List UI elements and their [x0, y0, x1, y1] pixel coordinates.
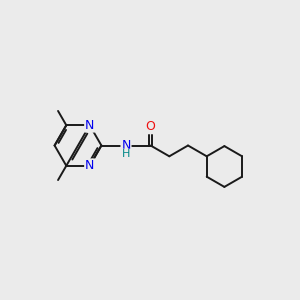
Text: N: N [85, 119, 94, 132]
Text: N: N [85, 159, 94, 172]
Text: H: H [122, 149, 130, 160]
Text: N: N [121, 139, 131, 152]
Text: O: O [146, 120, 155, 134]
